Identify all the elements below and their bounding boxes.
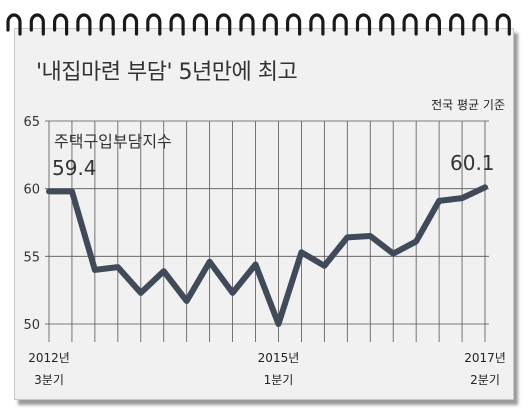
binding-ring-icon — [169, 13, 185, 36]
binding-ring-icon — [76, 13, 92, 36]
x-tick-label: 2012년 — [28, 351, 70, 365]
binding-ring-icon — [29, 13, 45, 36]
binding-ring-icon — [425, 13, 441, 36]
x-tick-label: 1분기 — [264, 373, 294, 387]
y-tick-label: 55 — [23, 250, 40, 265]
binding-ring-icon — [122, 13, 139, 36]
binding-ring-icon — [216, 13, 232, 36]
binding-ring-icon — [239, 13, 255, 36]
binding-ring-icon — [286, 13, 302, 36]
x-tick-label: 2017년 — [464, 351, 506, 365]
y-tick-label: 50 — [23, 318, 40, 333]
series-label: 주택구입부담지수 — [54, 132, 172, 151]
chart-note: 전국 평균 기준 — [431, 98, 505, 112]
x-tick-label: 2분기 — [470, 373, 500, 387]
binding-ring-icon — [6, 13, 22, 36]
data-label: 59.4 — [52, 156, 97, 180]
binding-ring-icon — [99, 13, 115, 36]
binding-ring-icon — [449, 13, 465, 36]
x-tick-label: 2015년 — [258, 351, 300, 365]
binding-ring-icon — [472, 13, 488, 36]
binding-ring-icon — [53, 13, 69, 36]
binding-ring-icon — [146, 13, 162, 36]
series-line — [46, 184, 488, 327]
spiral-binding — [6, 13, 511, 36]
binding-ring-icon — [262, 13, 278, 36]
binding-ring-icon — [355, 13, 372, 36]
binding-ring-icon — [192, 13, 208, 36]
binding-ring-icon — [309, 13, 325, 36]
y-tick-label: 60 — [23, 183, 40, 198]
data-label: 60.1 — [450, 151, 495, 175]
binding-ring-icon — [379, 13, 395, 36]
binding-ring-icon — [332, 13, 348, 36]
y-tick-label: 65 — [23, 115, 40, 130]
x-tick-label: 3분기 — [34, 373, 64, 387]
binding-ring-icon — [402, 13, 418, 36]
binding-ring-icon — [495, 13, 511, 36]
chart-title: '내집마련 부담' 5년만에 최고 — [36, 60, 298, 85]
